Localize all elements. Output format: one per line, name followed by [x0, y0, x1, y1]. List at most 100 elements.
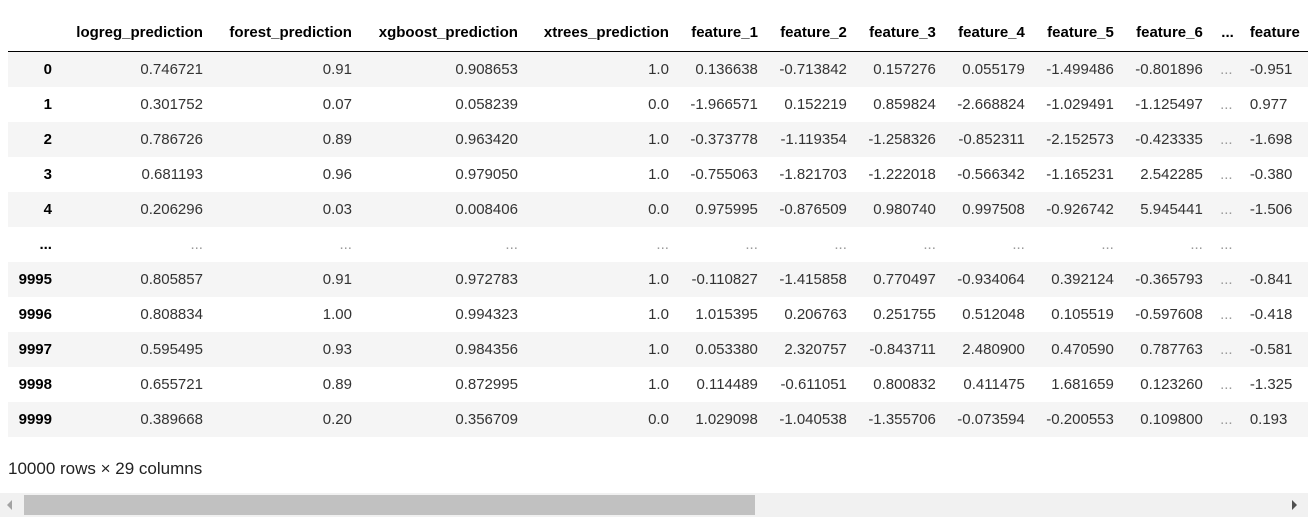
- table-row: 2 0.786726 0.89 0.963420 1.0 -0.373778 -1.1193…: [8, 121, 1308, 157]
- cell-forest-prediction: ...: [339, 235, 352, 253]
- cell-forest-prediction: 0.96: [322, 165, 352, 183]
- cell-feature-truncated: [1242, 227, 1308, 262]
- cell-xtrees-prediction: 0.0: [648, 95, 669, 113]
- cell-feature-1: 0.053380: [695, 340, 758, 358]
- cell-feature-truncated: 0.193: [1249, 410, 1288, 428]
- dataframe-table: logreg_prediction forest_prediction xgbo…: [8, 15, 1308, 437]
- cell-feature-5: 0.105519: [1051, 305, 1114, 323]
- cell-feature-4: 2.480900: [962, 340, 1025, 358]
- cell-feature-4: 0.411475: [963, 375, 1025, 393]
- cell-logreg-prediction: 0.805857: [140, 270, 203, 288]
- cell-feature-1: 0.975995: [695, 200, 758, 218]
- cell-feature-2: ...: [834, 235, 847, 253]
- cell-feature-6: 2.542285: [1140, 165, 1203, 183]
- cell-feature-2: -0.611051: [780, 375, 847, 393]
- cell-feature-truncated: -0.418: [1249, 305, 1293, 323]
- cell-feature-5: -0.200553: [1046, 410, 1114, 428]
- cell-feature-5: 0.392124: [1051, 270, 1114, 288]
- cell-xtrees-prediction: 1.0: [648, 60, 669, 78]
- cell-feature-2: -0.713842: [779, 60, 847, 78]
- table-row: 4 0.206296 0.03 0.008406 0.0 0.975995 -0.87650…: [8, 191, 1308, 227]
- horizontal-scrollbar[interactable]: [0, 493, 1308, 517]
- column-header-feature-3: feature_3: [854, 15, 944, 52]
- row-index: 9999: [18, 410, 52, 428]
- cell-ellipsis: ...: [1220, 270, 1233, 288]
- cell-feature-4: 0.997508: [962, 200, 1025, 218]
- column-header-feature-2: feature_2: [765, 15, 855, 52]
- cell-feature-6: -0.423335: [1135, 130, 1203, 148]
- cell-feature-3: ...: [923, 235, 936, 253]
- cell-feature-1: 1.015395: [695, 305, 758, 323]
- scrollbar-thumb[interactable]: [24, 495, 755, 515]
- table-row: 9996 0.808834 1.00 0.994323 1.0 1.015395 0.206…: [8, 296, 1308, 332]
- cell-feature-2: 0.206763: [784, 305, 847, 323]
- cell-feature-5: 1.681659: [1051, 375, 1114, 393]
- cell-feature-6: ...: [1190, 235, 1203, 253]
- cell-feature-4: -0.934064: [957, 270, 1025, 288]
- cell-feature-1: ...: [745, 235, 758, 253]
- row-index: 9998: [18, 375, 52, 393]
- cell-feature-6: 0.123260: [1140, 375, 1203, 393]
- cell-feature-5: -1.165231: [1046, 165, 1114, 183]
- cell-ellipsis: ...: [1220, 235, 1233, 253]
- dataframe-container: logreg_prediction forest_prediction xgbo…: [8, 15, 1308, 437]
- cell-xtrees-prediction: 1.0: [648, 375, 669, 393]
- row-index: 1: [43, 95, 52, 113]
- cell-forest-prediction: 1.00: [322, 305, 352, 323]
- cell-feature-truncated: -0.380: [1249, 165, 1293, 183]
- cell-feature-6: 0.109800: [1140, 410, 1203, 428]
- cell-xgboost-prediction: 0.972783: [455, 270, 518, 288]
- header-row: logreg_prediction forest_prediction xgbo…: [8, 15, 1308, 52]
- cell-feature-3: 0.770497: [873, 270, 936, 288]
- cell-feature-2: -1.040538: [779, 410, 847, 428]
- cell-feature-1: 0.136638: [695, 60, 758, 78]
- cell-xgboost-prediction: 0.908653: [455, 60, 518, 78]
- cell-ellipsis: ...: [1220, 200, 1233, 218]
- cell-ellipsis: ...: [1220, 410, 1233, 428]
- cell-forest-prediction: 0.03: [322, 200, 352, 218]
- cell-forest-prediction: 0.20: [322, 410, 352, 428]
- cell-xgboost-prediction: 0.058239: [455, 95, 518, 113]
- scroll-left-arrow-icon[interactable]: [0, 493, 24, 517]
- cell-ellipsis: ...: [1220, 165, 1233, 183]
- table-body: 0 0.746721 0.91 0.908653 1.0 0.136638 -0.71384…: [8, 51, 1308, 437]
- cell-ellipsis: ...: [1220, 130, 1233, 148]
- cell-xgboost-prediction: 0.872995: [455, 375, 518, 393]
- cell-feature-truncated: -1.698: [1249, 130, 1293, 148]
- cell-logreg-prediction: 0.389668: [140, 410, 203, 428]
- table-row: 9998 0.655721 0.89 0.872995 1.0 0.114489 -0.61…: [8, 366, 1308, 402]
- cell-xgboost-prediction: 0.994323: [455, 305, 518, 323]
- column-header-feature-6: feature_6: [1121, 15, 1211, 52]
- cell-forest-prediction: 0.07: [322, 95, 352, 113]
- cell-ellipsis: ...: [1220, 305, 1233, 323]
- cell-feature-2: -1.821703: [779, 165, 847, 183]
- cell-feature-4: -2.668824: [957, 95, 1025, 113]
- row-index: ...: [39, 235, 52, 253]
- cell-xgboost-prediction: 0.356709: [455, 410, 518, 428]
- cell-xtrees-prediction: 1.0: [648, 270, 669, 288]
- scroll-right-arrow-icon[interactable]: [1284, 493, 1308, 517]
- cell-logreg-prediction: 0.681193: [141, 165, 203, 183]
- cell-feature-3: -1.222018: [868, 165, 936, 183]
- column-header-feature-5: feature_5: [1032, 15, 1122, 52]
- cell-feature-6: -0.365793: [1135, 270, 1203, 288]
- cell-feature-truncated: -0.951: [1249, 60, 1293, 78]
- cell-feature-5: -1.499486: [1046, 60, 1114, 78]
- cell-feature-4: -0.073594: [957, 410, 1025, 428]
- cell-feature-3: 0.980740: [873, 200, 936, 218]
- column-header-feature-truncated: feature: [1241, 15, 1308, 52]
- row-index: 2: [43, 130, 52, 148]
- cell-feature-3: 0.800832: [873, 375, 936, 393]
- table-header: logreg_prediction forest_prediction xgbo…: [8, 15, 1308, 52]
- cell-feature-6: 0.787763: [1140, 340, 1203, 358]
- cell-feature-1: -0.110827: [691, 270, 758, 288]
- cell-feature-2: -1.119354: [780, 130, 847, 148]
- cell-forest-prediction: 0.89: [322, 375, 352, 393]
- cell-feature-5: ...: [1101, 235, 1114, 253]
- column-header-xgboost-prediction: xgboost_prediction: [359, 15, 526, 52]
- cell-ellipsis: ...: [1220, 60, 1233, 78]
- cell-forest-prediction: 0.91: [322, 270, 352, 288]
- cell-xtrees-prediction: 0.0: [648, 200, 669, 218]
- cell-xgboost-prediction: 0.979050: [455, 165, 518, 183]
